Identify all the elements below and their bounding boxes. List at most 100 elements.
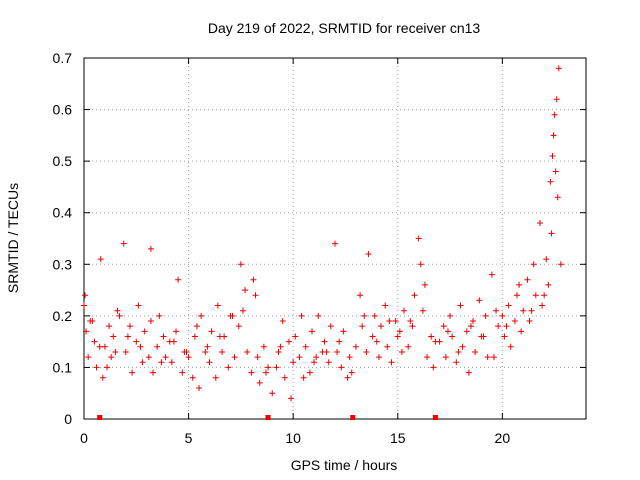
data-point: [405, 343, 412, 350]
data-point: [114, 307, 121, 314]
data-point: [518, 328, 525, 335]
data-point: [302, 343, 309, 350]
data-point: [532, 292, 539, 299]
data-point: [501, 333, 508, 340]
data-point: [388, 359, 395, 366]
data-point: [536, 220, 543, 227]
data-point: [442, 354, 449, 361]
data-point: [260, 343, 267, 350]
data-point: [547, 178, 554, 185]
data-point: [548, 230, 555, 237]
data-point: [91, 338, 98, 345]
data-point: [394, 333, 401, 340]
data-point: [202, 348, 209, 355]
gap-marker: [265, 415, 271, 420]
data-point: [168, 359, 175, 366]
data-point: [237, 261, 244, 268]
data-point: [467, 323, 474, 330]
data-point: [185, 354, 192, 361]
data-point: [108, 354, 115, 361]
data-point: [352, 343, 359, 350]
data-point: [141, 328, 148, 335]
data-point: [382, 302, 389, 309]
data-point: [290, 359, 297, 366]
data-point: [550, 132, 557, 139]
data-point: [545, 281, 552, 288]
data-point: [175, 276, 182, 283]
y-tick-label: 0: [64, 411, 72, 427]
y-axis-label: SRMTID / TECUs: [5, 183, 21, 293]
data-point: [551, 111, 558, 118]
y-tick-label: 0.3: [53, 256, 73, 272]
data-point: [321, 338, 328, 345]
data-point: [99, 374, 106, 381]
data-point: [281, 374, 288, 381]
data-point: [306, 369, 313, 376]
data-point: [227, 312, 234, 319]
data-point: [198, 312, 205, 319]
data-point: [288, 395, 295, 402]
x-tick-label: 5: [185, 430, 193, 446]
data-point: [472, 348, 479, 355]
y-axis-tick-labels: 0 0.1 0.2 0.3 0.4 0.5 0.6 0.7: [53, 50, 73, 427]
data-point: [373, 338, 380, 345]
data-point: [503, 323, 510, 330]
data-point: [499, 312, 506, 319]
data-point: [277, 343, 284, 350]
data-point: [480, 333, 487, 340]
data-point: [415, 235, 422, 242]
x-tick-label: 20: [495, 430, 511, 446]
data-point: [204, 343, 211, 350]
data-point: [127, 323, 134, 330]
x-axis-tick-labels: 0 5 10 15 20: [80, 430, 510, 446]
data-point: [543, 256, 550, 263]
data-point: [101, 343, 108, 350]
data-point: [334, 348, 341, 355]
data-point: [444, 328, 451, 335]
data-point: [327, 323, 334, 330]
data-point: [407, 318, 414, 325]
data-point: [254, 354, 261, 361]
data-point: [300, 374, 307, 381]
data-point: [160, 333, 167, 340]
data-point: [137, 343, 144, 350]
data-point: [401, 307, 408, 314]
data-point: [189, 374, 196, 381]
data-point: [348, 369, 355, 376]
y-tick-label: 0.2: [53, 308, 73, 324]
data-point: [124, 333, 131, 340]
data-point: [552, 168, 559, 175]
data-point: [120, 240, 127, 247]
data-point: [96, 343, 103, 350]
data-point: [549, 152, 556, 159]
data-point: [484, 354, 491, 361]
y-tick-label: 0.1: [53, 359, 73, 375]
data-point: [541, 292, 548, 299]
data-point: [133, 338, 140, 345]
data-point: [296, 354, 303, 361]
x-axis-label: GPS time / hours: [291, 457, 398, 473]
data-point: [459, 343, 466, 350]
data-point: [346, 354, 353, 361]
data-point: [82, 292, 89, 299]
data-point: [557, 261, 564, 268]
data-point: [256, 379, 263, 386]
grid: [84, 58, 586, 419]
data-point: [158, 359, 165, 366]
data-point: [421, 281, 428, 288]
data-point: [156, 312, 163, 319]
x-tick-label: 10: [285, 430, 301, 446]
data-point: [162, 354, 169, 361]
data-point: [457, 302, 464, 309]
data-point: [455, 348, 462, 355]
y-tick-label: 0.5: [53, 153, 73, 169]
data-point: [428, 333, 435, 340]
data-point: [191, 333, 198, 340]
data-point: [332, 240, 338, 247]
data-point: [424, 354, 431, 361]
data-point: [315, 312, 322, 319]
data-point: [447, 312, 454, 319]
data-point: [298, 312, 305, 319]
data-point: [361, 312, 368, 319]
data-point: [323, 348, 330, 355]
